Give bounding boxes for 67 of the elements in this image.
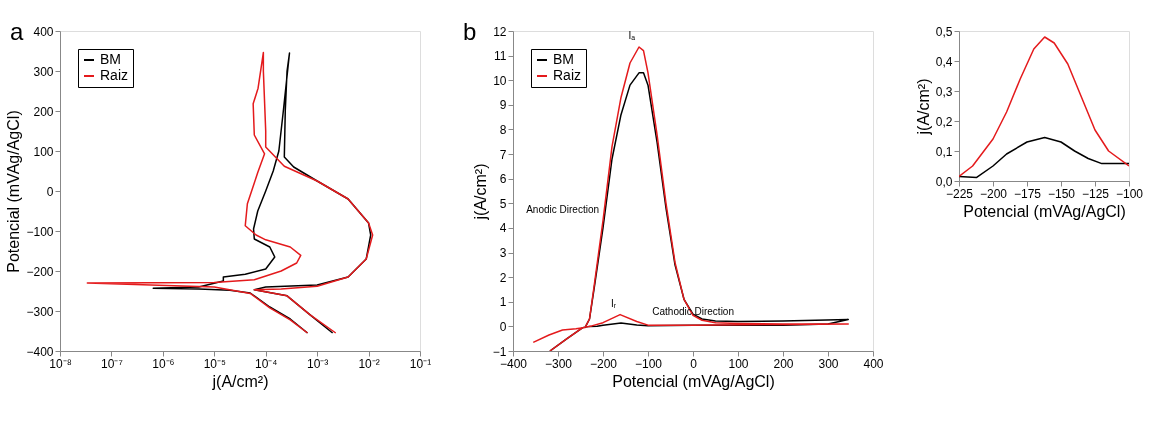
x-tick-label: 0 bbox=[690, 356, 698, 371]
y-axis-title: Potencial (mVAg/AgCl) bbox=[5, 110, 23, 273]
y-tick-label: 7 bbox=[499, 147, 507, 162]
x-axis-title: j(A/cm²) bbox=[211, 372, 269, 390]
x-tick-label: 10⁻¹ bbox=[409, 356, 432, 371]
chart-title: a bbox=[10, 18, 24, 45]
y-tick-label: 0,4 bbox=[935, 54, 953, 69]
x-axis-title: Potencial (mVAg/AgCl) bbox=[612, 372, 775, 390]
legend-label: Raiz bbox=[100, 67, 129, 83]
chart-title: b bbox=[463, 18, 477, 45]
y-tick-label: 3 bbox=[499, 246, 507, 261]
y-tick-label: 12 bbox=[493, 24, 507, 39]
y-tick-label: 0 bbox=[499, 319, 507, 334]
y-tick-label: 0,0 bbox=[935, 174, 953, 189]
x-tick-label: −100 bbox=[634, 356, 663, 371]
x-tick-label: 200 bbox=[773, 356, 794, 371]
y-axis-title: j(A/cm²) bbox=[914, 78, 932, 136]
annotation: Cathodic Direction bbox=[652, 306, 734, 318]
y-tick-label: −100 bbox=[26, 224, 54, 239]
x-tick-label: −125 bbox=[1081, 186, 1110, 201]
y-tick-label: 9 bbox=[499, 98, 507, 113]
y-tick-label: 1 bbox=[499, 295, 507, 310]
x-axis-title: Potencial (mVAg/AgCl) bbox=[963, 202, 1126, 220]
x-tick-label: −300 bbox=[544, 356, 573, 371]
y-tick-label: 0,5 bbox=[935, 24, 953, 39]
legend-label: Raiz bbox=[553, 67, 582, 83]
y-tick-label: −200 bbox=[26, 264, 54, 279]
x-tick-label: −175 bbox=[1013, 186, 1042, 201]
y-tick-label: 400 bbox=[33, 24, 54, 39]
x-tick-label: −150 bbox=[1047, 186, 1076, 201]
y-tick-label: −400 bbox=[26, 344, 54, 359]
y-axis-title: j(A/cm²) bbox=[471, 163, 489, 221]
y-tick-label: 0,3 bbox=[935, 84, 953, 99]
x-tick-label: −200 bbox=[979, 186, 1008, 201]
annotation: Anodic Direction bbox=[526, 203, 599, 215]
y-tick-label: 100 bbox=[33, 144, 54, 159]
legend-label: BM bbox=[100, 51, 121, 67]
x-tick-label: 10⁻⁸ bbox=[49, 356, 72, 371]
y-tick-label: 2 bbox=[499, 270, 507, 285]
x-tick-label: −100 bbox=[1115, 186, 1144, 201]
x-tick-label: 10⁻⁵ bbox=[203, 356, 226, 371]
x-tick-label: 100 bbox=[728, 356, 749, 371]
y-tick-label: 8 bbox=[499, 122, 507, 137]
legend-label: BM bbox=[553, 51, 574, 67]
y-tick-label: 0,2 bbox=[935, 114, 953, 129]
x-tick-label: 400 bbox=[863, 356, 884, 371]
x-tick-label: 10⁻² bbox=[358, 356, 380, 371]
y-tick-label: 4 bbox=[499, 221, 507, 236]
y-tick-label: 0,1 bbox=[935, 144, 953, 159]
y-tick-label: 200 bbox=[33, 104, 54, 119]
x-tick-label: −225 bbox=[945, 186, 974, 201]
annotation: Iᵣ bbox=[610, 297, 617, 309]
y-tick-label: −1 bbox=[492, 344, 507, 359]
y-tick-label: −300 bbox=[26, 304, 54, 319]
annotation: Iₐ bbox=[628, 30, 636, 41]
y-tick-label: 10 bbox=[493, 73, 507, 88]
y-tick-label: 300 bbox=[33, 64, 54, 79]
x-tick-label: 10⁻³ bbox=[306, 356, 329, 371]
x-tick-label: −200 bbox=[589, 356, 618, 371]
y-tick-label: 11 bbox=[494, 49, 507, 64]
y-tick-label: 5 bbox=[499, 196, 507, 211]
x-tick-label: 10⁻⁶ bbox=[152, 356, 175, 371]
x-tick-label: 300 bbox=[818, 356, 839, 371]
x-tick-label: 10⁻⁴ bbox=[254, 356, 278, 371]
x-tick-label: 10⁻⁷ bbox=[101, 356, 123, 371]
line-series bbox=[959, 36, 1129, 178]
y-tick-label: 6 bbox=[499, 172, 507, 187]
